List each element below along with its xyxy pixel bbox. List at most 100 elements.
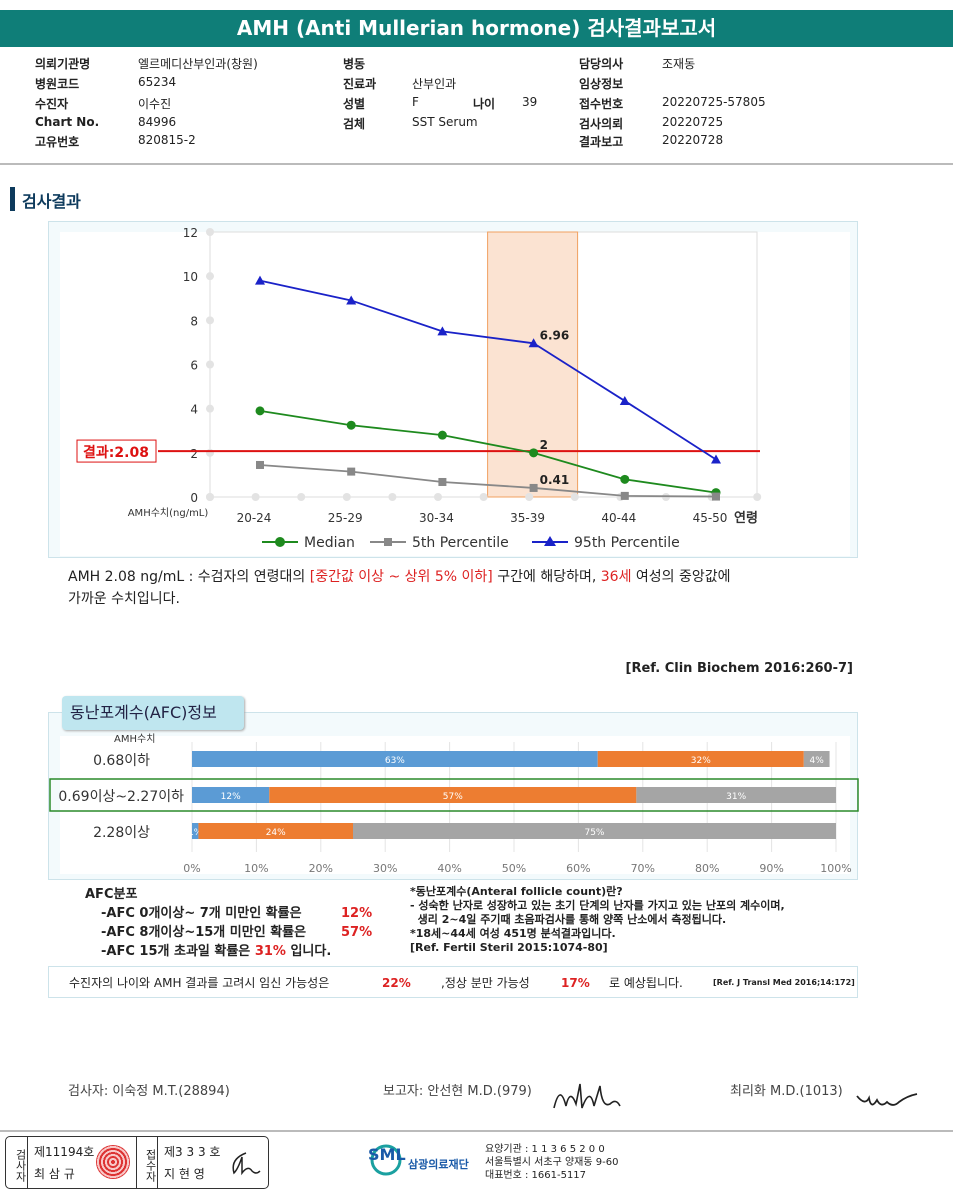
desc-part2: 구간에 해당하며, [492,569,601,585]
afc-highlight-row [49,778,859,812]
legend-marker [384,538,392,546]
y-tick-label: 0 [190,491,198,505]
y-tick-label: 10 [183,270,198,284]
afc-axis-label: 10% [244,862,268,875]
info-value: 820815-2 [138,133,196,147]
plot-frame [209,231,758,498]
data-point [528,338,539,348]
info-label: 검체 [343,117,366,131]
stamp-label-receiver: 접수자 [136,1137,158,1188]
afc-segment [192,751,598,767]
seal-icon [96,1145,130,1179]
x-tick-label: 40-44 [601,511,636,525]
info-label: 고유번호 [35,135,80,149]
series-line-median [259,409,717,494]
x-grid-dot [206,493,214,501]
afc-segment-label: 32% [691,756,711,766]
reference-clin-biochem: [Ref. Clin Biochem 2016:260-7] [625,661,853,676]
afc-axis-label: 40% [437,862,461,875]
info-label: Chart No. [35,115,100,129]
divider [0,163,953,165]
footer-l3: 대표번호 : 1661-5117 [485,1170,587,1181]
afc-line3: -AFC 15개 초과일 확률은 [101,944,251,959]
signature-icon [232,1152,261,1176]
info-value: 20220725 [662,115,724,129]
afc-note-l2: - 성숙한 난자로 성장하고 있는 초기 단계의 난자를 가지고 있는 난포의 … [410,899,785,912]
afc-segment [636,787,836,803]
afc-note-l4: *18세~44세 여성 451명 분석결과입니다. [410,927,616,940]
point-label: 0.41 [540,473,570,487]
data-point [529,448,539,458]
info-value: 산부인과 [412,77,457,91]
info-value: 39 [522,95,538,109]
afc-line1: -AFC 0개이상~ 7개 미만인 확률은 [101,906,302,921]
info-label: 담당의사 [579,57,624,71]
data-point [256,460,264,469]
preg-pre: 수진자의 나이와 AMH 결과를 고려시 임신 가능성은 [69,976,330,990]
afc-segment-label: 1% [188,828,203,838]
signature-icon [856,1093,918,1106]
afc-line3-post: 입니다. [290,944,332,959]
y-axis-label: AMH수치(ng/mL) [128,507,209,519]
afc-segment-label: 75% [584,828,604,838]
x-grid-dot [297,493,306,501]
x-grid-dot [342,493,351,501]
data-point [437,430,447,440]
info-label: 의뢰기관명 [35,57,91,71]
info-label: 임상정보 [579,77,624,91]
afc-text-panel [48,880,858,960]
x-grid-dot [479,493,488,501]
sml-logo-icon [370,1144,402,1176]
result-box [76,439,157,463]
result-description: AMH 2.08 ng/mL : 수검자의 연령대의 [중간값 이상 ~ 상위 … [68,566,858,610]
afc-note-l1: *동난포계수(Anteral follicle count)란? [410,885,623,898]
x-grid-dot [753,493,762,501]
report-title: AMH (Anti Mullerian hormone) 검사결과보고서 [0,10,953,47]
info-value: 20220728 [662,133,724,147]
info-value: F [412,95,419,109]
data-point [255,406,265,416]
tester: 검사자: 이숙정 M.T.(28894) [68,1084,230,1099]
info-value: 조재동 [662,57,696,71]
data-point [620,491,629,500]
y-tick-dot [206,404,214,413]
stamp-name1: 최 삼 규 [34,1167,75,1181]
x-grid-dot [251,493,260,501]
description-panel [48,557,858,681]
data-point [711,454,721,464]
afc-row-label: 2.28이상 [93,825,150,841]
sml-logo: SML [368,1145,406,1164]
desc-line2: 가까운 수치입니다. [68,591,180,607]
x-grid-dot [525,493,534,501]
info-label: 검사의뢰 [579,117,624,131]
afc-segment-label: 31% [726,792,746,802]
third-signer: 최리화 M.D.(1013) [730,1084,843,1099]
org-name: 삼광의료재단 [408,1158,469,1171]
data-point [346,420,356,430]
preg-ref: [Ref. J Transl Med 2016;14:172] [713,978,855,987]
info-label: 접수번호 [579,97,624,111]
data-point [255,275,265,285]
y-tick-dot [206,272,214,281]
legend-marker [544,536,556,546]
x-tick-label: 35-39 [510,511,545,525]
afc-segment [803,751,830,767]
afc-summary: AFC분포 -AFC 0개이상~ 7개 미만인 확률은 12% -AFC 8개이… [85,885,401,961]
stamp-num2: 제3 3 3 호 [164,1145,221,1159]
preg-val1: 22% [382,976,411,990]
afc-segment-label: 4% [810,756,825,766]
afc-axis-label: 30% [373,862,397,875]
afc-axis-label: 100% [820,862,851,875]
afc-badge: 동난포계수(AFC)정보 [62,696,244,730]
x-grid-dot [388,493,397,501]
desc-part3: 여성의 중앙값에 [631,569,731,585]
data-point [619,395,630,405]
info-value: 84996 [138,115,177,129]
afc-line1-val: 12% [341,906,373,921]
series-line-95th-percentile [259,279,717,461]
legend-marker [275,537,285,547]
pregnancy-box: 수진자의 나이와 AMH 결과를 고려시 임신 가능성은 22% ,정상 분만 … [48,966,858,998]
afc-bar-chart: AMH수치 0% 10% 20% 30% 40% 50% 60% 70% 80% 90% 100% 0.… [49,733,859,875]
afc-heading: AFC분포 [85,887,138,902]
legend-label: 95th Percentile [574,535,680,551]
